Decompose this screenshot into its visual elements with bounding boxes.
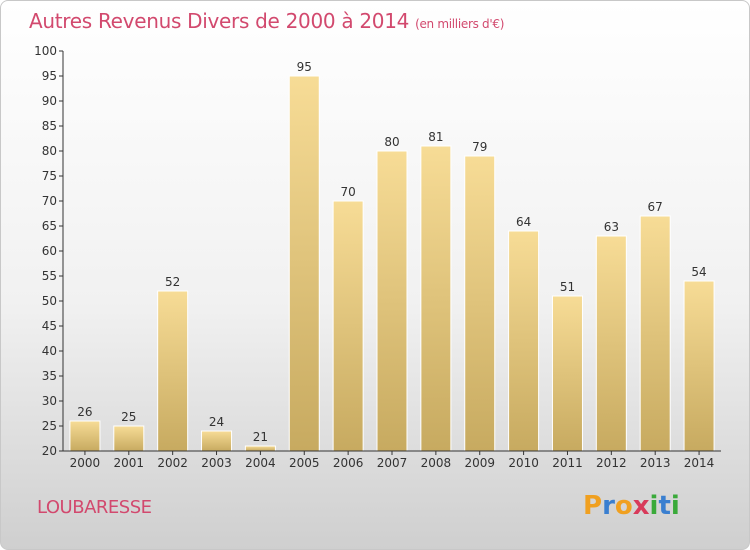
- y-tick-label: 60: [42, 244, 57, 258]
- bar-value-label: 52: [165, 275, 180, 289]
- y-tick-label: 35: [42, 369, 57, 383]
- y-tick-label: 90: [42, 94, 57, 108]
- bar: [244, 445, 276, 452]
- bar: [639, 215, 671, 452]
- y-tick-label: 75: [42, 169, 57, 183]
- bar-value-label: 21: [253, 430, 268, 444]
- bar-value-label: 67: [648, 200, 663, 214]
- chart-title-text: Autres Revenus Divers de 2000 à 2014: [29, 9, 410, 33]
- x-tick-label: 2002: [157, 456, 188, 470]
- logo-letter: i: [670, 491, 680, 521]
- bar-value-label: 81: [428, 130, 443, 144]
- x-tick-label: 2009: [464, 456, 495, 470]
- bar: [332, 200, 364, 452]
- proxiti-logo: Proxiti: [583, 491, 680, 521]
- bar-value-label: 70: [340, 185, 355, 199]
- y-tick-label: 65: [42, 219, 57, 233]
- x-tick-label: 2014: [684, 456, 715, 470]
- bar: [420, 145, 452, 452]
- bar-value-label: 26: [77, 405, 92, 419]
- y-tick-label: 45: [42, 319, 57, 333]
- bar: [683, 280, 715, 452]
- logo-letter: r: [602, 491, 615, 521]
- bar: [464, 155, 496, 452]
- x-tick-label: 2004: [245, 456, 276, 470]
- y-tick-label: 30: [42, 394, 57, 408]
- y-tick-label: 55: [42, 269, 57, 283]
- y-tick-label: 40: [42, 344, 57, 358]
- x-tick-label: 2000: [70, 456, 101, 470]
- x-tick-label: 2010: [508, 456, 539, 470]
- bar-value-label: 95: [297, 60, 312, 74]
- commune-name: LOUBARESSE: [37, 497, 152, 518]
- logo-letter: i: [649, 491, 659, 521]
- bar: [69, 420, 101, 452]
- bar-value-label: 79: [472, 140, 487, 154]
- x-tick-label: 2013: [640, 456, 671, 470]
- bar: [376, 150, 408, 452]
- bar: [201, 430, 233, 452]
- x-tick-label: 2001: [114, 456, 145, 470]
- y-tick-label: 100: [34, 44, 57, 58]
- bar: [288, 75, 320, 452]
- bar: [551, 295, 583, 452]
- y-tick-label: 95: [42, 69, 57, 83]
- bar: [157, 290, 189, 452]
- y-tick-label: 50: [42, 294, 57, 308]
- bar: [113, 425, 145, 452]
- bar-value-label: 24: [209, 415, 224, 429]
- x-tick-label: 2003: [201, 456, 232, 470]
- y-tick-label: 80: [42, 144, 57, 158]
- bar: [508, 230, 540, 452]
- x-tick-label: 2006: [333, 456, 364, 470]
- x-axis: 2000 2001 2002 2003 2004 2005 2006 2007 2008 2009…: [63, 450, 721, 470]
- logo-letter: P: [583, 491, 603, 521]
- bar-value-label: 51: [560, 280, 575, 294]
- chart-title: Autres Revenus Divers de 2000 à 2014 (en …: [29, 9, 504, 33]
- y-tick-label: 70: [42, 194, 57, 208]
- bar-value-label: 54: [691, 265, 706, 279]
- y-tick-label: 85: [42, 119, 57, 133]
- logo-letter: o: [614, 491, 633, 521]
- x-tick-label: 2011: [552, 456, 583, 470]
- logo-letter: x: [632, 491, 650, 521]
- bar-value-label: 63: [604, 220, 619, 234]
- chart-subtitle: (en milliers d'€): [415, 17, 505, 31]
- x-tick-label: 2007: [377, 456, 408, 470]
- x-tick-label: 2005: [289, 456, 320, 470]
- y-axis: 20 25 30 35 40 45 50 55 60 65 70 75 80 85 90 95 100: [34, 44, 64, 458]
- bar-value-label: 64: [516, 215, 531, 229]
- y-tick-label: 25: [42, 419, 57, 433]
- bars: 26 25 52 24 21 95 70 80 81 79 64 51 63 67 54: [69, 60, 715, 452]
- bar-value-label: 25: [121, 410, 136, 424]
- bar-value-label: 80: [384, 135, 399, 149]
- y-tick-label: 20: [42, 444, 57, 458]
- x-tick-label: 2012: [596, 456, 627, 470]
- x-tick-label: 2008: [421, 456, 452, 470]
- logo-letter: t: [658, 491, 671, 521]
- bar: [595, 235, 627, 452]
